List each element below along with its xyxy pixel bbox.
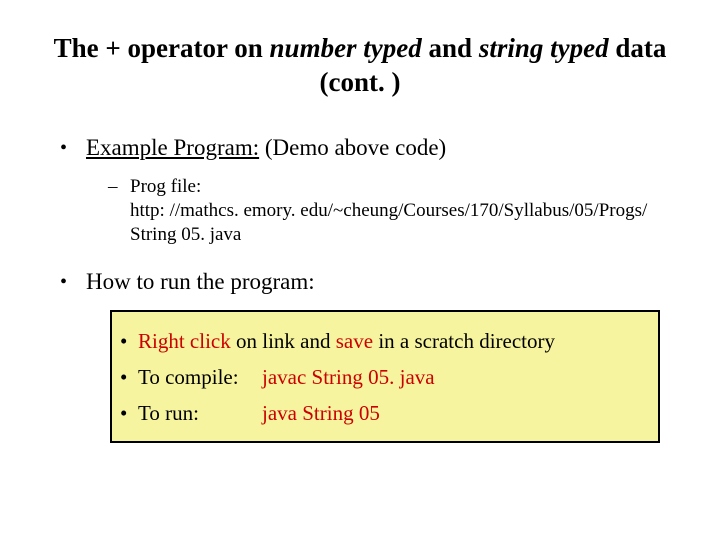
bullet-how-to-run: • How to run the program: xyxy=(60,268,670,296)
prog-file-url: http: //mathcs. emory. edu/~cheung/Cours… xyxy=(130,200,647,245)
bullet-dot: • xyxy=(120,364,138,390)
run-label: To run: xyxy=(138,400,262,426)
title-em2: string typed xyxy=(479,33,609,63)
red-rightclick: Right click xyxy=(138,329,231,353)
prog-file-content: Prog file: http: //mathcs. emory. edu/~c… xyxy=(130,175,670,246)
bullet-text: Example Program: (Demo above code) xyxy=(86,134,446,162)
red-save: save xyxy=(336,329,373,353)
prog-file-label: Prog file: xyxy=(130,176,201,197)
example-program-label: Example Program: xyxy=(86,135,259,160)
run-cmd: java String 05 xyxy=(262,400,380,426)
row-mid: on link and xyxy=(231,329,336,353)
row-text: Right click on link and save in a scratc… xyxy=(138,328,555,354)
box-row-run: • To run: java String 05 xyxy=(120,400,650,426)
instruction-box: • Right click on link and save in a scra… xyxy=(110,310,660,443)
bullet-dot: • xyxy=(60,134,86,162)
bullet-dash: – xyxy=(108,175,130,246)
bullet-dot: • xyxy=(120,328,138,354)
example-program-rest: (Demo above code) xyxy=(259,135,446,160)
row-content: To run: java String 05 xyxy=(138,400,380,426)
row-end: in a scratch directory xyxy=(373,329,555,353)
title-em1: number typed xyxy=(270,33,422,63)
title-mid: and xyxy=(422,33,479,63)
box-row-rightclick: • Right click on link and save in a scra… xyxy=(120,328,650,354)
bullet-prog-file: – Prog file: http: //mathcs. emory. edu/… xyxy=(108,175,670,246)
slide-title: The + operator on number typed and strin… xyxy=(50,32,670,100)
bullet-example-program: • Example Program: (Demo above code) xyxy=(60,134,670,162)
row-content: To compile: javac String 05. java xyxy=(138,364,435,390)
compile-label: To compile: xyxy=(138,364,262,390)
compile-cmd: javac String 05. java xyxy=(262,364,435,390)
bullet-dot: • xyxy=(60,268,86,296)
how-to-run-text: How to run the program: xyxy=(86,268,315,296)
box-row-compile: • To compile: javac String 05. java xyxy=(120,364,650,390)
title-pre: The + operator on xyxy=(54,33,270,63)
bullet-dot: • xyxy=(120,400,138,426)
